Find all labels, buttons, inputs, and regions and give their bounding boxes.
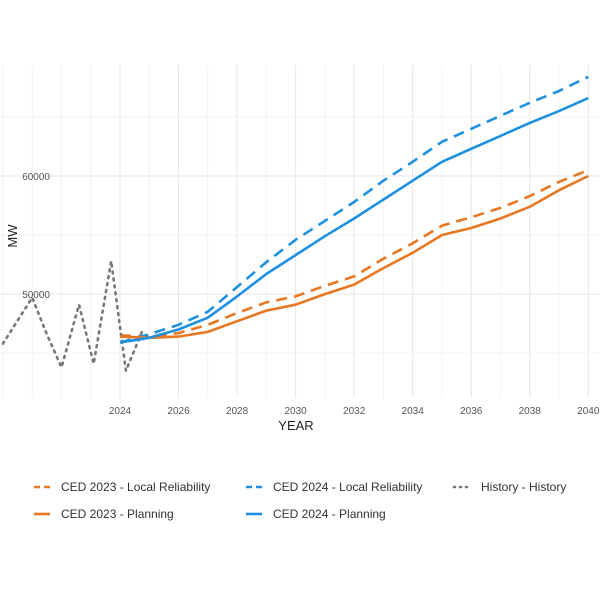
legend-label: CED 2024 - Planning [273, 507, 386, 521]
legend: CED 2023 - Local Reliability CED 2024 - L… [34, 480, 566, 521]
y-axis-title: MW [5, 224, 20, 248]
series-line-4 [119, 96, 589, 344]
x-tick-label: 2032 [343, 406, 366, 417]
legend-label: CED 2023 - Planning [61, 507, 174, 521]
x-tick-label: 2030 [284, 406, 307, 417]
series-line-0 [119, 168, 589, 338]
series-line-1 [119, 75, 589, 344]
x-tick-label: 2040 [577, 406, 600, 417]
y-tick-label: 60000 [22, 172, 50, 183]
series-line-2 [1, 259, 145, 373]
y-tick-label: 50000 [22, 290, 50, 301]
series-lines [1, 75, 589, 373]
x-tick-label: 2034 [402, 406, 425, 417]
x-tick-label: 2038 [519, 406, 542, 417]
x-tick-label: 2036 [460, 406, 483, 417]
x-tick-label: 2026 [167, 406, 190, 417]
legend-label: History - History [481, 480, 566, 494]
series-line-3 [119, 174, 589, 340]
x-tick-label: 2028 [226, 406, 249, 417]
tick-labels: 2024 2026 2028 2030 2032 2034 2036 2038 2040 5000… [22, 172, 600, 417]
x-tick-label: 2024 [109, 406, 132, 417]
legend-label: CED 2023 - Local Reliability [61, 480, 210, 494]
x-axis-title: YEAR [278, 418, 313, 433]
legend-label: CED 2024 - Local Reliability [273, 480, 422, 494]
